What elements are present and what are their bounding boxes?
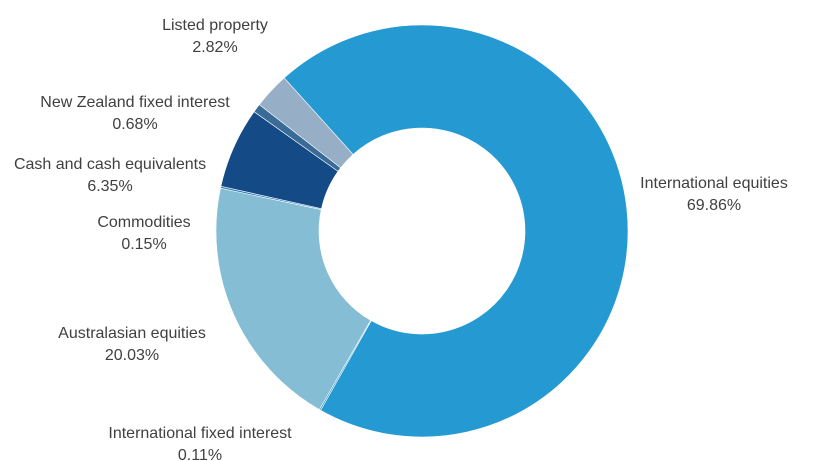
value-new-zealand-fixed-interest: 0.68%: [112, 116, 157, 133]
value-cash-and-cash-equivalents: 6.35%: [87, 178, 132, 195]
value-international-equities: 69.86%: [687, 197, 741, 214]
slice-listed-property: [258, 77, 354, 169]
slice-australasian-equities: [215, 187, 372, 411]
value-listed-property: 2.82%: [192, 39, 237, 56]
label-australasian-equities: Australasian equities: [58, 325, 206, 342]
slice-labels: International equities 69.86% Internationa…: [14, 17, 788, 461]
slice-international-equities: [283, 24, 629, 438]
donut-slices: [215, 24, 629, 438]
label-international-fixed-interest: International fixed interest: [108, 425, 292, 442]
value-commodities: 0.15%: [121, 236, 166, 253]
label-cash-and-cash-equivalents: Cash and cash equivalents: [14, 156, 206, 173]
value-international-fixed-interest: 0.11%: [178, 447, 222, 461]
label-listed-property: Listed property: [162, 17, 268, 34]
label-commodities: Commodities: [97, 214, 190, 231]
label-new-zealand-fixed-interest: New Zealand fixed interest: [40, 94, 230, 111]
value-australasian-equities: 20.03%: [105, 347, 159, 364]
label-international-equities: International equities: [640, 175, 788, 192]
